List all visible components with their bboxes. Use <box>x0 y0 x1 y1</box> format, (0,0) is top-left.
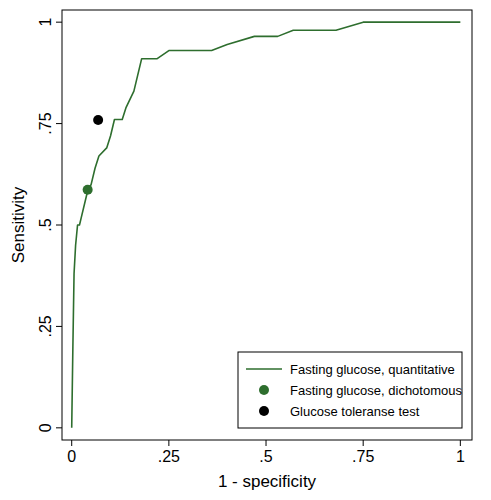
legend-label: Glucose toleranse test <box>290 404 420 419</box>
legend-swatch <box>259 385 269 395</box>
x-tick <box>266 440 267 446</box>
x-tick-label: .5 <box>259 448 272 465</box>
x-tick-label: 1 <box>456 448 465 465</box>
x-tick-label: .75 <box>352 448 374 465</box>
point <box>93 115 103 125</box>
x-tick-label: .25 <box>158 448 180 465</box>
y-tick <box>56 225 62 226</box>
legend-label: Fasting glucose, quantitative <box>290 362 455 377</box>
legend-swatch <box>246 368 282 370</box>
legend: Fasting glucose, quantitative Fasting glu… <box>238 352 462 428</box>
y-tick-label: .5 <box>37 218 54 231</box>
x-tick <box>460 440 461 446</box>
legend-label: Fasting glucose, dichotomous <box>290 383 462 398</box>
y-tick-label: .75 <box>37 112 54 134</box>
y-axis-title: Sensitivity <box>9 186 28 263</box>
x-axis-title: 1 - specificity <box>218 472 317 491</box>
x-tick <box>71 440 72 446</box>
y-tick <box>56 427 62 428</box>
x-tick-label: 0 <box>67 448 76 465</box>
y-tick-label: 0 <box>37 423 54 432</box>
chart: 0 .25 .5 .75 1 0 .25 .5 .75 1 1 - specificity Sensi… <box>0 0 491 500</box>
point <box>83 185 93 195</box>
y-tick <box>56 22 62 23</box>
y-tick-label: 1 <box>37 18 54 27</box>
legend-swatch <box>259 406 269 416</box>
x-tick <box>168 440 169 446</box>
x-tick <box>363 440 364 446</box>
y-tick <box>56 326 62 327</box>
plot-frame <box>62 10 472 440</box>
y-tick <box>56 123 62 124</box>
legend-box <box>238 352 462 428</box>
y-tick-label: .25 <box>37 315 54 337</box>
